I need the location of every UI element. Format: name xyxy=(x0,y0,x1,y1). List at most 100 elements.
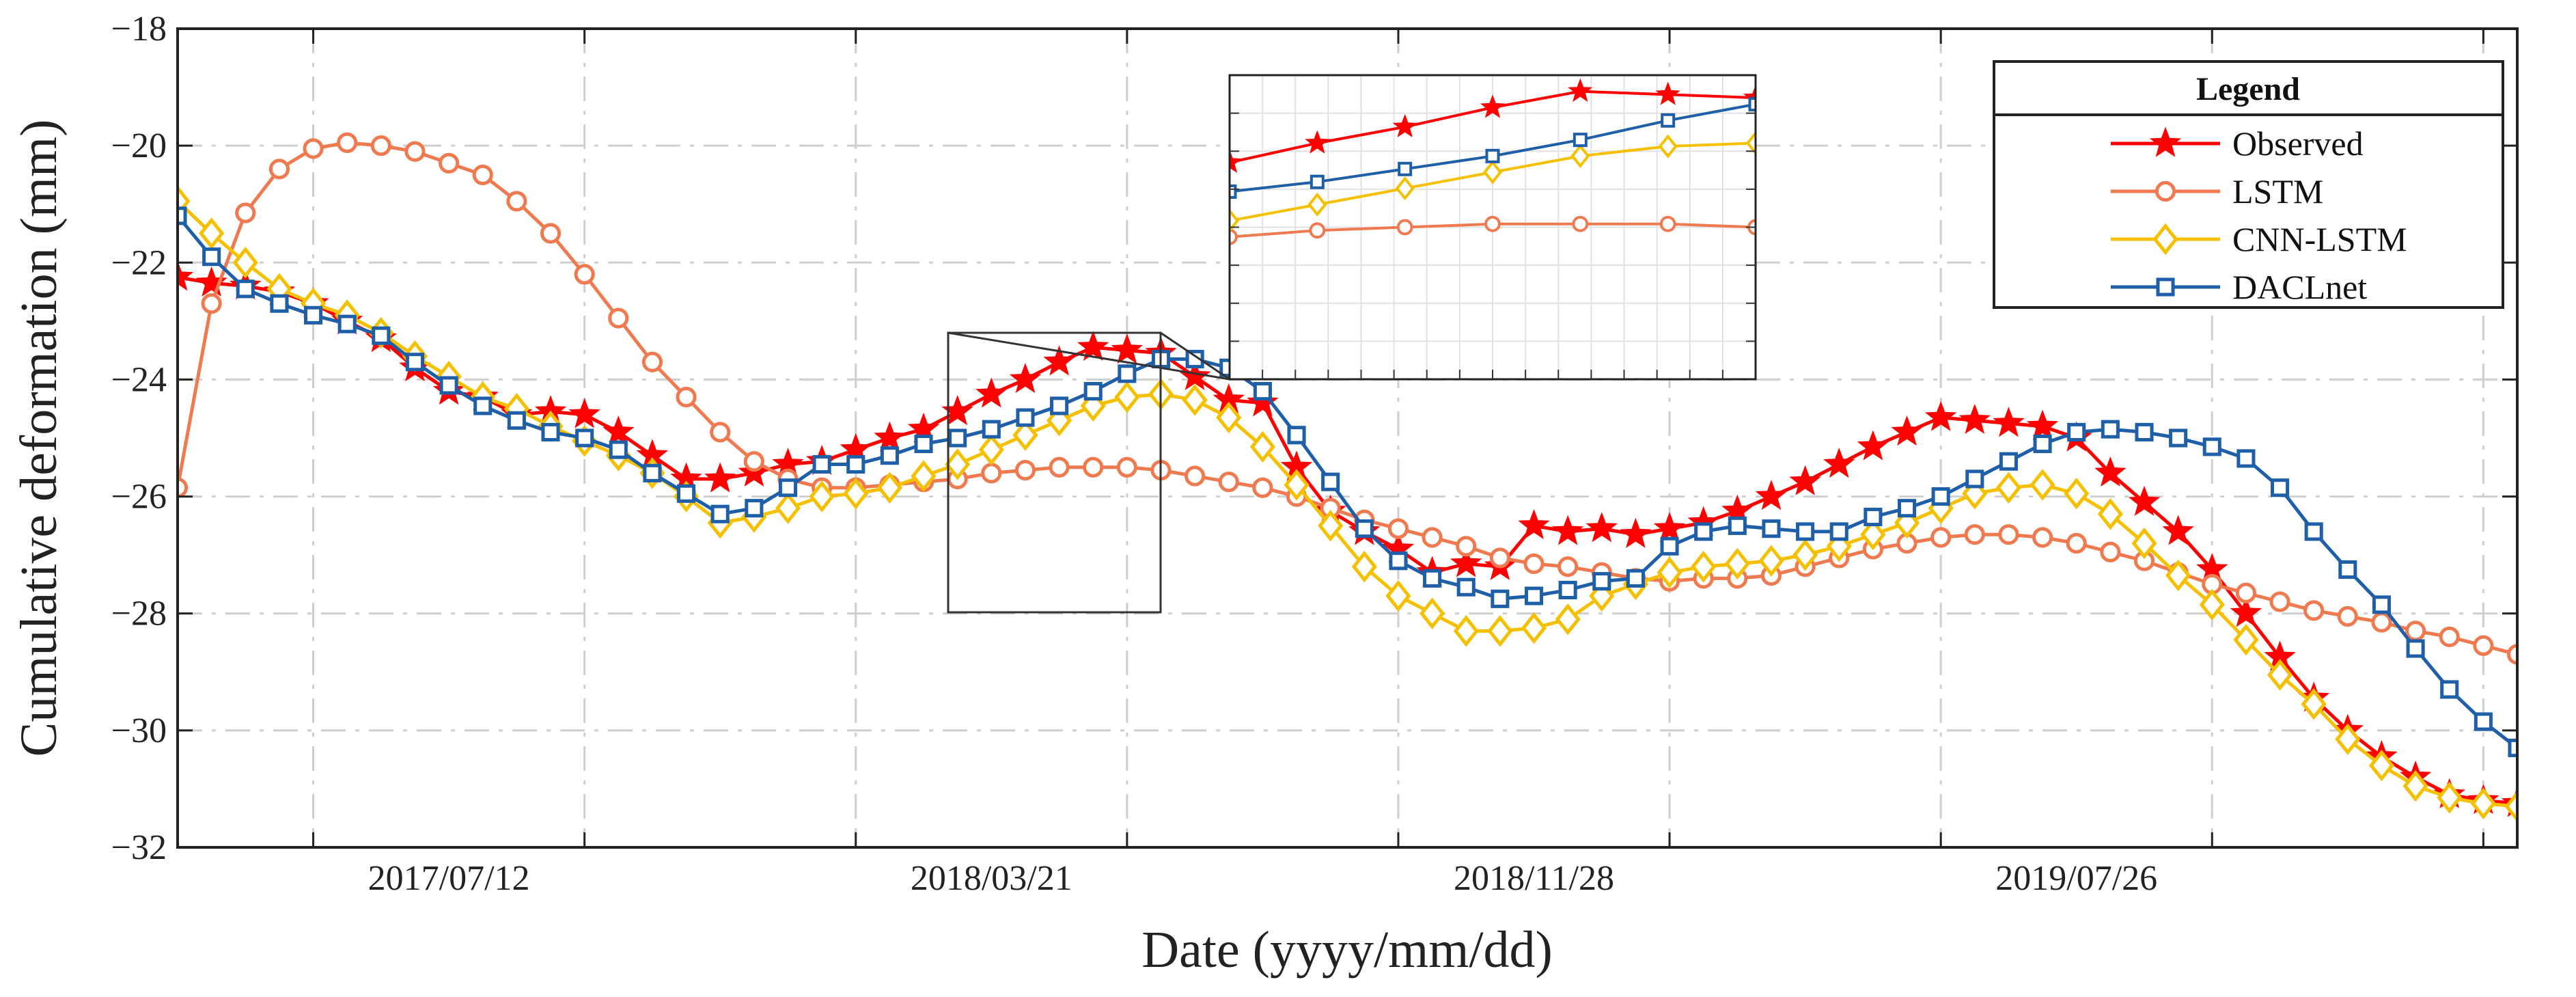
data-point xyxy=(2202,437,2221,456)
data-point xyxy=(2267,659,2293,691)
data-point xyxy=(370,135,391,156)
data-point xyxy=(1999,452,2018,471)
legend-marker xyxy=(2149,126,2182,157)
data-point xyxy=(2230,597,2262,627)
data-point xyxy=(439,152,460,174)
data-point xyxy=(337,132,358,153)
data-point xyxy=(2235,582,2256,603)
data-point xyxy=(1620,517,1652,548)
legend-label: Observed xyxy=(2232,124,2364,163)
data-point xyxy=(1995,472,2021,504)
inset-series-daclnet xyxy=(1230,97,1756,199)
data-point xyxy=(2439,626,2460,648)
data-point xyxy=(1083,456,1104,478)
data-point xyxy=(2301,688,2327,720)
data-point xyxy=(608,308,629,329)
data-point xyxy=(1423,569,1442,588)
data-point xyxy=(1487,615,1513,647)
data-point xyxy=(2165,559,2191,592)
zoom-box xyxy=(947,331,1162,614)
data-point xyxy=(1284,469,1310,501)
data-point xyxy=(1724,547,1750,580)
data-point xyxy=(1249,431,1275,463)
data-point xyxy=(812,454,831,474)
inset-data-point xyxy=(1482,160,1503,185)
data-point xyxy=(1691,551,1717,583)
data-point xyxy=(1385,579,1411,612)
data-point xyxy=(1585,512,1618,543)
inset-data-point xyxy=(1395,176,1415,201)
data-point xyxy=(2094,456,2127,487)
x-axis-title: Date (yyyy/mm/dd) xyxy=(1141,921,1553,979)
inset-data-point xyxy=(1745,131,1756,156)
data-point xyxy=(1657,556,1682,589)
inset-data-point xyxy=(1484,215,1501,232)
data-point xyxy=(2100,541,2121,562)
data-point xyxy=(1792,538,1818,571)
data-point xyxy=(1762,519,1781,538)
data-point xyxy=(876,472,902,504)
data-point xyxy=(1050,396,1069,415)
data-point xyxy=(201,293,222,314)
data-point xyxy=(2236,449,2256,468)
legend-items: Observed LSTM CNN-LSTM DACLnet xyxy=(2111,124,2407,306)
data-point xyxy=(710,422,731,443)
y-axis-title: Cumulative deformation (mm) xyxy=(10,120,68,757)
data-point xyxy=(2470,787,2496,820)
data-point xyxy=(704,462,736,493)
x-tick-label: 2019/07/26 xyxy=(1995,859,2157,898)
data-point xyxy=(2405,620,2426,642)
data-point xyxy=(1592,572,1611,591)
data-point xyxy=(2066,532,2087,554)
data-point xyxy=(1077,330,1109,361)
legend-item: DACLnet xyxy=(2111,268,2367,306)
data-point xyxy=(643,463,662,482)
data-point xyxy=(874,421,906,452)
data-point xyxy=(199,217,225,249)
axes: −18 −20 −22 −24 −26 −28 −30 −32 2017/07/12 2018/0… xyxy=(111,10,2517,898)
data-point xyxy=(2474,712,2493,731)
data-point xyxy=(1789,465,1821,495)
data-point xyxy=(1247,386,1279,417)
legend-item: Observed xyxy=(2111,124,2364,163)
data-point xyxy=(1453,615,1479,647)
data-point xyxy=(1080,390,1106,422)
inset-data-point xyxy=(1310,174,1325,189)
data-point xyxy=(506,191,527,212)
data-point xyxy=(2402,769,2428,802)
data-point xyxy=(880,446,899,465)
data-point xyxy=(2440,680,2459,699)
data-point xyxy=(2406,639,2425,658)
data-point xyxy=(439,376,458,395)
y-tick-label: −28 xyxy=(111,595,167,633)
data-point xyxy=(2135,422,2154,441)
data-point xyxy=(1524,586,1544,605)
data-point xyxy=(1318,510,1344,542)
data-point xyxy=(2335,723,2361,755)
data-point xyxy=(745,499,764,518)
data-point xyxy=(1557,556,1579,577)
data-point xyxy=(1864,507,1883,527)
data-point xyxy=(1016,408,1035,427)
data-point xyxy=(975,377,1008,408)
data-point xyxy=(1998,524,2019,545)
data-point xyxy=(1653,512,1686,543)
data-point xyxy=(178,477,189,498)
plot-frame xyxy=(176,27,2519,849)
data-point xyxy=(337,314,357,333)
data-point xyxy=(568,398,600,428)
data-point xyxy=(1518,508,1550,540)
data-point xyxy=(1758,545,1784,577)
data-point xyxy=(1626,569,1645,588)
data-point xyxy=(1012,419,1038,451)
data-point xyxy=(1965,469,1984,489)
data-point xyxy=(2304,522,2323,541)
y-tick-label: −22 xyxy=(111,243,167,282)
data-point xyxy=(507,411,526,430)
series-cnn-lstm xyxy=(178,185,2517,823)
data-point xyxy=(1958,403,1991,435)
data-point xyxy=(1796,522,1815,541)
data-point xyxy=(1964,524,1985,545)
data-point xyxy=(1009,363,1042,394)
data-point xyxy=(574,264,595,285)
